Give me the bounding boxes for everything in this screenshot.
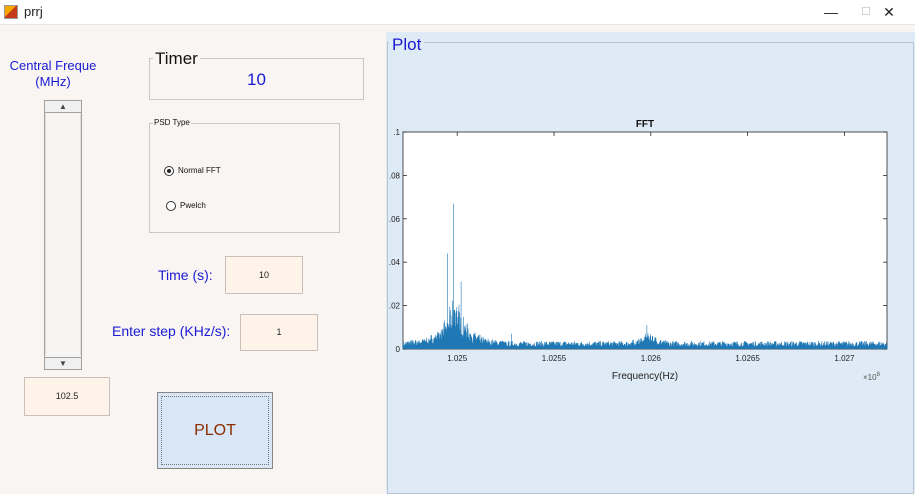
psd-type-panel (149, 123, 340, 233)
x-exponent-power: 8 (877, 372, 881, 378)
pwelch-label: Pwelch (180, 201, 206, 210)
frequency-value-field[interactable]: 102.5 (24, 377, 110, 416)
maximize-button[interactable]: ☐ (861, 6, 871, 18)
step-input[interactable]: 1 (240, 314, 318, 351)
step-label: Enter step (KHz/s): (112, 323, 231, 339)
y-tick-label: .04 (389, 258, 401, 267)
pwelch-radio[interactable] (166, 201, 176, 211)
central-frequency-label-line2: (MHz) (35, 74, 71, 89)
plot-button[interactable]: PLOT (157, 392, 273, 469)
plot-area (402, 131, 888, 350)
chart-title: FFT (636, 119, 654, 130)
normal-fft-radio[interactable] (164, 166, 174, 176)
time-input[interactable]: 10 (225, 256, 303, 294)
slider-up-button[interactable]: ▲ (44, 100, 82, 113)
central-frequency-label: Central Freque (MHz) (4, 58, 102, 90)
matlab-icon (4, 5, 18, 19)
x-exponent-base: ×10 (863, 373, 877, 382)
fft-chart[interactable]: FFT 0 .02 .04 .06 .08 .1 1.025 1.0255 1.026 1.02… (386, 110, 915, 390)
normal-fft-label: Normal FFT (178, 166, 221, 175)
x-tick-label: 1.0265 (735, 354, 760, 363)
y-tick-label: .08 (389, 171, 401, 180)
central-frequency-label-line1: Central Freque (9, 58, 97, 73)
slider-thumb[interactable] (45, 114, 81, 355)
timer-panel (149, 58, 364, 100)
psd-type-title: PSD Type (153, 118, 191, 127)
y-axis: 0 .02 .04 .06 .08 .1 (389, 128, 887, 354)
x-tick-label: 1.025 (447, 354, 468, 363)
title-bar (0, 0, 915, 25)
y-tick-label: .06 (389, 215, 401, 224)
x-tick-label: 1.026 (641, 354, 662, 363)
x-exponent-label: ×108 (863, 372, 881, 382)
y-tick-label: .1 (393, 128, 400, 137)
y-tick-label: .02 (389, 302, 401, 311)
chevron-up-icon: ▲ (59, 102, 67, 111)
x-tick-label: 1.027 (834, 354, 855, 363)
timer-title: Timer (153, 49, 200, 69)
slider-down-button[interactable]: ▼ (44, 357, 82, 370)
x-axis-label: Frequency(Hz) (612, 371, 678, 382)
close-button[interactable]: ✕ (883, 4, 895, 20)
chevron-down-icon: ▼ (59, 359, 67, 368)
timer-value: 10 (247, 70, 266, 89)
window-title: prrj (24, 4, 43, 19)
time-label: Time (s): (158, 267, 213, 283)
x-tick-label: 1.0255 (542, 354, 567, 363)
fft-series-line (402, 203, 888, 350)
plot-panel-title: Plot (389, 35, 425, 55)
minimize-button[interactable]: — (824, 4, 838, 20)
y-tick-label: 0 (396, 345, 401, 354)
